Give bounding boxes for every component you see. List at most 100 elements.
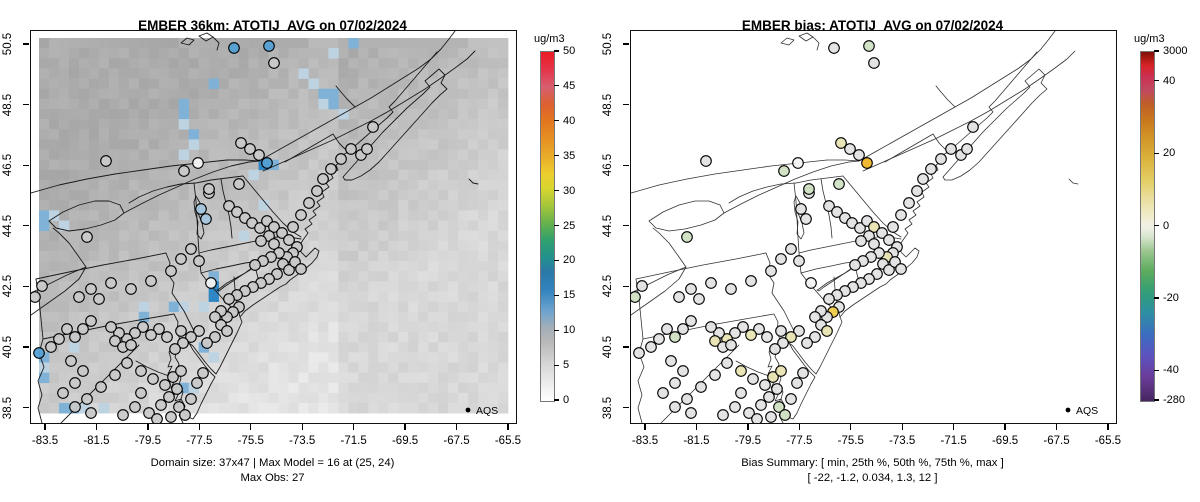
aqs-station-dot[interactable] [31,291,41,303]
aqs-station-dot[interactable] [631,291,641,303]
aqs-station-dot[interactable] [793,255,805,267]
aqs-station-dot[interactable] [244,143,256,155]
aqs-station-dot[interactable] [95,381,107,393]
aqs-station-dot[interactable] [771,383,783,395]
aqs-station-dot[interactable] [657,387,669,399]
aqs-station-dot[interactable] [193,255,205,267]
aqs-station-dot[interactable] [171,383,183,395]
aqs-station-dot[interactable] [911,185,923,197]
aqs-station-dot[interactable] [175,365,187,377]
aqs-station-dot[interactable] [863,40,875,52]
aqs-station-dot[interactable] [759,379,771,391]
aqs-station-dot[interactable] [747,373,759,385]
aqs-station-dot[interactable] [636,280,648,292]
aqs-station-dot[interactable] [700,155,712,167]
aqs-station-dot[interactable] [125,339,137,351]
aqs-station-dot[interactable] [876,227,888,239]
aqs-station-dot[interactable] [665,355,677,367]
aqs-station-dot[interactable] [677,323,689,335]
aqs-station-dot[interactable] [935,153,947,165]
aqs-station-dot[interactable] [335,153,347,165]
aqs-station-dot[interactable] [735,365,747,377]
aqs-station-dot[interactable] [753,323,765,335]
aqs-station-dot[interactable] [169,343,181,355]
aqs-station-dot[interactable] [729,401,741,413]
aqs-station-dot[interactable] [828,42,840,54]
aqs-station-dot[interactable] [751,413,763,423]
aqs-station-dot[interactable] [883,234,895,246]
aqs-station-dot[interactable] [729,327,741,339]
aqs-station-dot[interactable] [117,409,129,421]
aqs-station-dot[interactable] [93,293,105,305]
aqs-station-dot[interactable] [823,293,835,305]
aqs-station-dot[interactable] [669,401,681,413]
aqs-station-dot[interactable] [681,393,693,405]
aqs-station-dot[interactable] [61,323,73,335]
aqs-station-dot[interactable] [317,173,329,185]
aqs-station-dot[interactable] [209,311,221,323]
aqs-station-dot[interactable] [777,337,789,349]
aqs-station-dot[interactable] [109,369,121,381]
aqs-station-dot[interactable] [361,143,373,155]
aqs-station-dot[interactable] [854,222,866,234]
aqs-station-dot[interactable] [197,367,209,379]
aqs-station-dot[interactable] [163,391,175,403]
aqs-station-dot[interactable] [917,173,929,185]
aqs-station-dot[interactable] [792,157,804,169]
aqs-station-dot[interactable] [195,203,207,215]
aqs-station-dot[interactable] [151,413,163,423]
aqs-station-dot[interactable] [85,283,97,295]
aqs-station-dot[interactable] [677,365,689,377]
aqs-station-dot[interactable] [849,259,861,271]
aqs-station-dot[interactable] [231,206,243,218]
aqs-station-dot[interactable] [276,227,288,239]
aqs-station-dot[interactable] [178,165,190,177]
aqs-station-dot[interactable] [693,293,705,305]
aqs-station-dot[interactable] [925,163,937,175]
aqs-station-dot[interactable] [745,275,757,287]
aqs-station-dot[interactable] [797,367,809,379]
aqs-station-dot[interactable] [833,178,845,190]
aqs-station-dot[interactable] [868,221,880,233]
aqs-station-dot[interactable] [809,331,821,343]
aqs-station-dot[interactable] [129,327,141,339]
aqs-station-dot[interactable] [721,357,733,369]
aqs-station-dot[interactable] [785,331,797,343]
aqs-station-dot[interactable] [775,365,787,377]
aqs-station-dot[interactable] [85,315,97,327]
aqs-station-dot[interactable] [167,371,179,383]
aqs-station-dot[interactable] [801,337,813,349]
aqs-station-dot[interactable] [705,321,717,333]
aqs-station-dot[interactable] [685,407,697,419]
aqs-station-dot[interactable] [883,264,895,276]
aqs-station-dot[interactable] [36,280,48,292]
aqs-station-dot[interactable] [192,157,204,169]
aqs-station-dot[interactable] [121,357,133,369]
aqs-station-dot[interactable] [233,178,245,190]
aqs-station-dot[interactable] [868,57,880,69]
aqs-station-dot[interactable] [125,283,137,295]
aqs-station-dot[interactable] [135,365,147,377]
aqs-station-dot[interactable] [835,137,847,149]
aqs-station-dot[interactable] [685,283,697,295]
aqs-station-dot[interactable] [903,197,915,209]
aqs-station-dot[interactable] [200,213,212,225]
aqs-station-dot[interactable] [725,339,737,351]
aqs-station-dot[interactable] [717,409,729,421]
aqs-station-dot[interactable] [53,333,65,345]
aqs-station-dot[interactable] [895,209,907,221]
aqs-station-dot[interactable] [77,365,89,377]
aqs-station-dot[interactable] [143,407,155,419]
aqs-station-dot[interactable] [775,325,787,337]
aqs-station-dot[interactable] [173,401,185,413]
aqs-station-dot[interactable] [100,155,112,167]
aqs-station-dot[interactable] [778,165,790,177]
aqs-station-dot[interactable] [179,409,191,421]
aqs-station-dot[interactable] [81,393,93,405]
aqs-station-dot[interactable] [268,221,280,233]
aqs-station-dot[interactable] [57,387,69,399]
aqs-station-dot[interactable] [177,337,189,349]
aqs-station-dot[interactable] [861,157,873,169]
aqs-station-dot[interactable] [855,235,867,247]
aqs-station-dot[interactable] [105,321,117,333]
